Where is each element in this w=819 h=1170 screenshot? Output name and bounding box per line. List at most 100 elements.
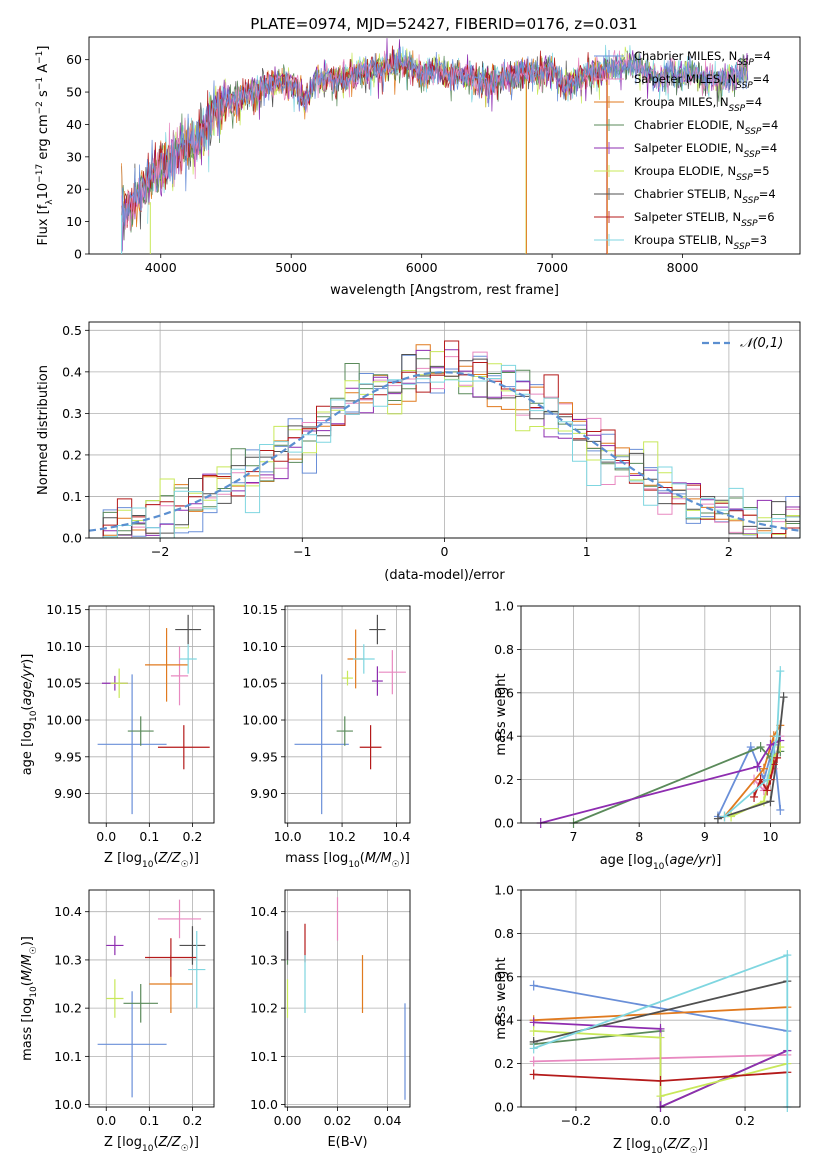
mwZ-ytick-label: 0.6 xyxy=(494,969,514,984)
massZ-ytick-label: 10.1 xyxy=(54,1049,82,1064)
mwZ-ylabel: mass weight xyxy=(494,957,509,1039)
ageMass-ytick-label: 10.10 xyxy=(242,639,278,654)
figure-title: PLATE=0974, MJD=52427, FIBERID=0176, z=0… xyxy=(250,15,637,33)
mwAge-ytick-label: 0.6 xyxy=(494,685,514,700)
mwAge-ytick-label: 1.0 xyxy=(494,599,514,614)
spectrum-plot-frame xyxy=(88,36,801,255)
ageZ-xlabel: Z [log10(Z/Z☉)] xyxy=(104,851,199,870)
mwAge-ytick-label: 0.2 xyxy=(494,772,514,787)
ageZ-ytick-label: 10.15 xyxy=(46,602,82,617)
legend-entry-label: Kroupa ELODIE, NSSP=5 xyxy=(634,164,770,183)
ageMass-ytick-label: 10.00 xyxy=(242,713,278,728)
mwZ-series-line xyxy=(533,980,788,1043)
legend-entry-label: Kroupa STELIB, NSSP=3 xyxy=(634,233,767,252)
massZ-xtick-label: 0.1 xyxy=(139,1113,159,1128)
massEbv-ytick-label: 10.3 xyxy=(250,952,278,967)
ageZ-ytick-label: 10.05 xyxy=(46,676,82,691)
ageZ-xtick-label: 0.1 xyxy=(139,829,159,844)
hist-ytick-label: 0.1 xyxy=(62,489,82,504)
spectrum-ytick-label: 50 xyxy=(66,85,82,100)
ageZ-plot-frame xyxy=(88,605,215,824)
hist-xtick-label: 2 xyxy=(725,544,733,559)
legend-normal-label: 𝒩(0,1) xyxy=(740,336,783,351)
ageZ-ytick-label: 9.95 xyxy=(54,749,82,764)
hist-xtick-label: −2 xyxy=(151,544,169,559)
massEbv-xtick-label: 0.04 xyxy=(374,1113,402,1128)
legend-entry-label: Chabrier MILES, NSSP=4 xyxy=(634,49,771,68)
hist-xtick-label: 1 xyxy=(583,544,591,559)
mwAge-xlabel: age [log10(age/yr)] xyxy=(600,853,722,872)
spectrum-xtick-label: 6000 xyxy=(406,260,438,275)
spectrum-xtick-label: 4000 xyxy=(145,260,177,275)
hist-ytick-label: 0.5 xyxy=(62,323,82,338)
massEbv-plot-frame xyxy=(284,889,411,1108)
massEbv-ytick-label: 10.2 xyxy=(250,1001,278,1016)
mwAge-ytick-label: 0.4 xyxy=(494,729,514,744)
massZ-xtick-label: 0.2 xyxy=(183,1113,203,1128)
mwZ-ytick-label: 0.0 xyxy=(494,1100,514,1115)
legend-entry-label: Salpeter STELIB, NSSP=6 xyxy=(634,210,775,229)
mwAge-series-line xyxy=(573,745,781,824)
mwAge-xtick-label: 8 xyxy=(635,829,643,844)
mwAge-xtick-label: 10 xyxy=(763,829,779,844)
mwAge-ytick-label: 0.8 xyxy=(494,642,514,657)
mwAge-ylabel: mass weight xyxy=(494,673,509,755)
massEbv-xtick-label: 0.00 xyxy=(274,1113,302,1128)
massZ-ylabel: mass [log10(M/M☉)] xyxy=(20,936,39,1061)
mwAge-plot-frame xyxy=(520,605,801,824)
hist-ylabel: Normed distribution xyxy=(36,365,51,495)
spectrum-ytick-label: 60 xyxy=(66,52,82,67)
legend-entry-label: Salpeter ELODIE, NSSP=4 xyxy=(634,141,777,160)
hist-xlabel: (data-model)/error xyxy=(384,568,505,583)
hist-ytick-label: 0.4 xyxy=(62,364,82,379)
spectrum-ytick-label: 10 xyxy=(66,214,82,229)
massEbv-ytick-label: 10.4 xyxy=(250,904,278,919)
spectrum-xtick-label: 5000 xyxy=(275,260,307,275)
ageMass-xtick-label: 10.2 xyxy=(328,829,356,844)
legend-entry-label: Salpeter MILES, NSSP=4 xyxy=(634,72,770,91)
ageMass-ytick-label: 10.05 xyxy=(242,676,278,691)
ageMass-ytick-label: 9.90 xyxy=(250,786,278,801)
normal-reference-curve xyxy=(88,371,801,532)
spectrum-ylabel: Flux [fλ10−17 erg cm−2 s−1 A−1] xyxy=(35,46,55,246)
massZ-xlabel: Z [log10(Z/Z☉)] xyxy=(104,1135,199,1154)
massZ-ytick-label: 10.4 xyxy=(54,904,82,919)
massZ-xtick-label: 0.0 xyxy=(96,1113,116,1128)
mwZ-series-line xyxy=(533,1030,788,1098)
mwZ-ytick-label: 1.0 xyxy=(494,883,514,898)
mwZ-xlabel: Z [log10(Z/Z☉)] xyxy=(613,1137,708,1156)
ageZ-ytick-label: 9.90 xyxy=(54,786,82,801)
mwZ-ytick-label: 0.8 xyxy=(494,926,514,941)
histogram-series xyxy=(89,364,801,539)
massZ-ytick-label: 10.0 xyxy=(54,1097,82,1112)
mwZ-series-line xyxy=(533,1006,788,1022)
mwZ-xtick-label: 0.0 xyxy=(651,1113,671,1128)
ageMass-xtick-label: 10.0 xyxy=(274,829,302,844)
hist-ytick-label: 0.3 xyxy=(62,406,82,421)
mwZ-ytick-label: 0.4 xyxy=(494,1013,514,1028)
spectrum-ytick-label: 30 xyxy=(66,149,82,164)
ageZ-ylabel: age [log10(age/yr)] xyxy=(20,654,39,776)
mwAge-xtick-label: 7 xyxy=(570,829,578,844)
spectrum-ytick-label: 40 xyxy=(66,117,82,132)
ageMass-xtick-label: 10.4 xyxy=(382,829,410,844)
ageMass-plot-frame xyxy=(284,605,411,824)
legend-entry-label: Chabrier STELIB, NSSP=4 xyxy=(634,187,776,206)
legend-entry-label: Chabrier ELODIE, NSSP=4 xyxy=(634,118,778,137)
mwZ-plot-frame xyxy=(520,889,801,1108)
spectrum-ytick-label: 20 xyxy=(66,182,82,197)
mwZ-xtick-label: −0.2 xyxy=(561,1113,591,1128)
mwZ-xtick-label: 0.2 xyxy=(735,1113,755,1128)
legend-entry-label: Kroupa MILES, NSSP=4 xyxy=(634,95,762,114)
mwZ-series-line xyxy=(533,984,788,1032)
ageMass-ytick-label: 9.95 xyxy=(250,749,278,764)
mwAge-series-line xyxy=(723,671,782,818)
hist-ytick-label: 0.0 xyxy=(62,531,82,546)
massEbv-ytick-label: 10.1 xyxy=(250,1049,278,1064)
ageZ-xtick-label: 0.0 xyxy=(96,829,116,844)
histogram-plot-frame xyxy=(88,321,801,539)
ageZ-ytick-label: 10.00 xyxy=(46,713,82,728)
spectrum-xlabel: wavelength [Angstrom, rest frame] xyxy=(330,283,559,298)
massZ-plot-frame xyxy=(88,889,215,1108)
